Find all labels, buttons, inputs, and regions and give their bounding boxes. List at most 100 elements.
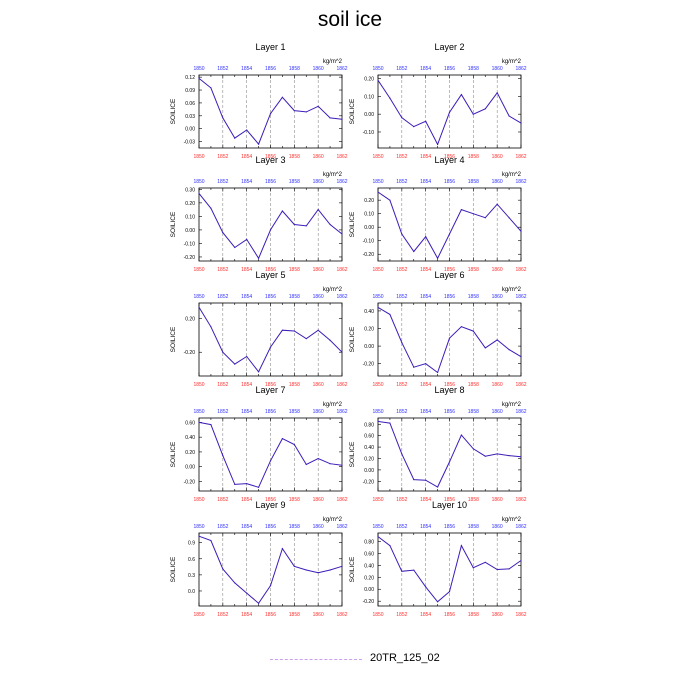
data-point bbox=[389, 313, 391, 316]
x-tick-label-bottom: 1856 bbox=[265, 267, 276, 273]
x-tick-label-top: 1858 bbox=[289, 294, 300, 300]
x-tick-label-bottom: 1862 bbox=[515, 497, 526, 503]
data-point bbox=[484, 347, 486, 349]
panel-units: kg/m^2 bbox=[502, 172, 522, 178]
data-point bbox=[460, 209, 463, 211]
x-tick-label-bottom: 1854 bbox=[420, 154, 431, 160]
data-point bbox=[484, 455, 486, 457]
data-point bbox=[293, 223, 295, 226]
data-point bbox=[460, 93, 463, 96]
y-tick-label: 0.20 bbox=[364, 575, 374, 581]
x-tick-label-top: 1860 bbox=[492, 66, 503, 72]
y-tick-label: 0.20 bbox=[185, 316, 195, 322]
x-tick-label-top: 1850 bbox=[193, 524, 204, 530]
data-point bbox=[389, 97, 391, 99]
x-tick-label-bottom: 1852 bbox=[217, 267, 228, 273]
data-point bbox=[234, 246, 236, 249]
data-point bbox=[484, 217, 486, 219]
x-tick-label-bottom: 1858 bbox=[468, 497, 479, 503]
data-point bbox=[460, 544, 463, 547]
panel-units: kg/m^2 bbox=[502, 287, 522, 293]
data-point bbox=[329, 117, 331, 119]
data-point bbox=[436, 486, 439, 488]
data-point bbox=[281, 329, 284, 331]
panel-layer-1: Layer 1 kg/m^2 1850 1850 1852 1852 1854 1854 185… bbox=[170, 42, 348, 160]
x-tick-label-top: 1854 bbox=[241, 66, 252, 72]
x-tick-label-bottom: 1852 bbox=[396, 497, 407, 503]
x-tick-label-bottom: 1862 bbox=[515, 612, 526, 618]
y-tick-label: 0.20 bbox=[364, 77, 374, 83]
data-point bbox=[425, 479, 427, 481]
data-point bbox=[377, 306, 379, 308]
x-tick-label-top: 1860 bbox=[492, 179, 503, 185]
y-tick-label: 0.6 bbox=[188, 557, 195, 563]
data-point bbox=[269, 229, 272, 231]
data-point bbox=[425, 120, 427, 122]
data-point bbox=[341, 464, 343, 466]
data-point bbox=[377, 191, 379, 193]
x-tick-label-top: 1858 bbox=[289, 524, 300, 530]
panel-title: Layer 4 bbox=[434, 155, 464, 165]
y-tick-label: -0.20 bbox=[363, 599, 375, 605]
x-tick-label-top: 1850 bbox=[193, 409, 204, 415]
x-tick-label-bottom: 1854 bbox=[241, 382, 252, 388]
data-point bbox=[222, 568, 224, 570]
y-tick-label: 0.20 bbox=[185, 201, 195, 207]
data-point bbox=[425, 586, 427, 588]
y-tick-label: -0.20 bbox=[363, 362, 375, 368]
panel-layer-5: Layer 5 kg/m^2 1850 1850 1852 1852 1854 1854 185… bbox=[170, 270, 348, 388]
x-tick-label-top: 1862 bbox=[336, 294, 347, 300]
x-tick-label-top: 1856 bbox=[265, 179, 276, 185]
x-tick-label-top: 1850 bbox=[372, 179, 383, 185]
x-tick-label-top: 1850 bbox=[372, 66, 383, 72]
data-point bbox=[389, 199, 391, 201]
x-tick-label-top: 1854 bbox=[420, 409, 431, 415]
y-tick-label: -0.20 bbox=[363, 479, 375, 485]
x-tick-label-top: 1860 bbox=[313, 409, 324, 415]
data-point bbox=[401, 233, 403, 235]
y-tick-label: 0.3 bbox=[188, 573, 195, 579]
x-tick-label-bottom: 1854 bbox=[420, 612, 431, 618]
x-tick-label-top: 1852 bbox=[396, 294, 407, 300]
legend: 20TR_125_02 bbox=[0, 650, 700, 670]
data-point bbox=[317, 457, 319, 460]
panel-layer-9: Layer 9 kg/m^2 1850 1850 1852 1852 1854 1854 185… bbox=[170, 500, 348, 618]
data-point bbox=[484, 561, 486, 563]
data-point bbox=[520, 356, 522, 358]
y-tick-label: -0.20 bbox=[184, 350, 196, 356]
data-point bbox=[246, 129, 248, 131]
data-point bbox=[257, 602, 260, 604]
panel-units: kg/m^2 bbox=[502, 517, 522, 523]
data-point bbox=[448, 461, 451, 463]
y-tick-label: -0.03 bbox=[184, 140, 196, 146]
data-point bbox=[317, 209, 319, 211]
y-tick-label: 0.60 bbox=[364, 551, 374, 557]
x-tick-label-bottom: 1860 bbox=[492, 267, 503, 273]
x-tick-label-bottom: 1852 bbox=[217, 154, 228, 160]
y-tick-label: 0.30 bbox=[185, 187, 195, 193]
data-point bbox=[436, 371, 439, 374]
x-tick-label-top: 1862 bbox=[336, 409, 347, 415]
data-point bbox=[436, 601, 439, 603]
x-tick-label-top: 1852 bbox=[396, 409, 407, 415]
data-point bbox=[496, 339, 498, 341]
panel-title: Layer 1 bbox=[255, 42, 285, 52]
x-tick-label-top: 1852 bbox=[217, 294, 228, 300]
x-tick-label-top: 1854 bbox=[241, 294, 252, 300]
x-tick-label-bottom: 1860 bbox=[313, 382, 324, 388]
x-tick-label-bottom: 1858 bbox=[289, 382, 300, 388]
x-tick-label-bottom: 1862 bbox=[336, 154, 347, 160]
y-tick-label: 0.80 bbox=[364, 539, 374, 545]
x-tick-label-bottom: 1852 bbox=[396, 267, 407, 273]
data-point bbox=[472, 113, 474, 115]
data-point bbox=[401, 453, 403, 455]
data-point bbox=[281, 210, 284, 212]
x-tick-label-bottom: 1856 bbox=[444, 267, 455, 273]
x-tick-label-top: 1860 bbox=[313, 179, 324, 185]
data-point bbox=[210, 424, 212, 426]
panel-title: Layer 7 bbox=[255, 385, 285, 395]
data-point bbox=[210, 539, 212, 542]
y-tick-label: 0.00 bbox=[364, 468, 374, 474]
data-point bbox=[234, 137, 236, 139]
data-point bbox=[198, 192, 200, 195]
